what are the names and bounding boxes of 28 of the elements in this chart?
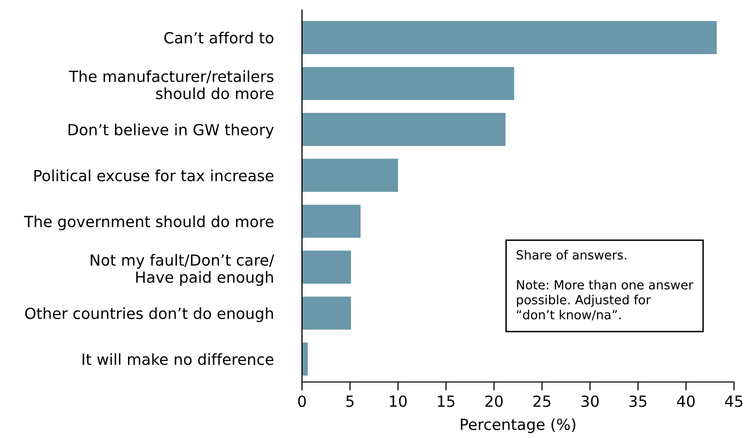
bar [302, 66, 514, 100]
y-tick-label: Political excuse for tax increase [34, 170, 274, 182]
x-tick-label: 45 [725, 396, 742, 408]
x-tick-label: 35 [629, 395, 646, 408]
text: Share of answers. Note: More than one answer possible. Adjusted for “don’t know/na”. [516, 250, 694, 320]
y-tick-label: The government should do more [24, 215, 274, 230]
y-tick-label: Other countries don’t do enough [25, 307, 273, 322]
x-tick-label: 0 [298, 395, 306, 408]
x-tick-label: 5 [346, 396, 354, 408]
x-tick-label: 20 [485, 395, 503, 408]
bar [302, 21, 717, 54]
x-axis-title: Percentage (%) [460, 418, 576, 434]
bar [302, 342, 308, 376]
x-tick-label: 10 [390, 395, 407, 408]
x-tick-label: 15 [438, 396, 454, 408]
bar [302, 296, 351, 330]
y-tick-label: Can’t afford to [164, 32, 274, 44]
bar [302, 158, 398, 192]
bar [302, 250, 351, 284]
x-tick-label: 25 [533, 395, 550, 408]
y-tick-label: Not my fault/Don’t care/ Have paid enough [90, 254, 274, 286]
y-tick-label: It will make no difference [82, 353, 274, 366]
bar [302, 204, 361, 238]
x-tick-label: 40 [677, 395, 695, 408]
x-tick-label: 30 [581, 395, 599, 408]
y-tick-label: Don’t believe in GW theory [68, 124, 274, 138]
y-tick-label: The manufacturer/retailers should do more [68, 70, 274, 100]
bar [302, 112, 506, 146]
